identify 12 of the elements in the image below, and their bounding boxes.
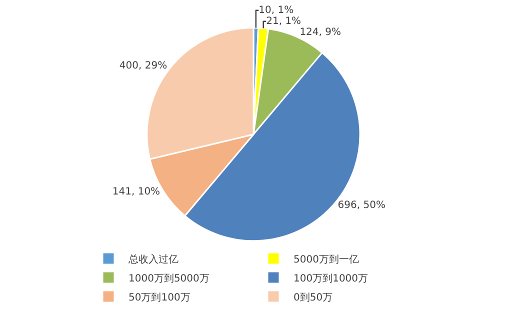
legend-label: 1000万到5000万 [128,273,210,284]
data-label: 21, 1% [266,16,302,27]
legend-label: 100万到1000万 [294,273,368,284]
data-label: 696, 50% [338,200,386,211]
legend-label: 总收入过亿 [128,253,178,266]
data-label: 10, 1% [258,4,294,16]
data-label: 141, 10% [112,186,160,198]
legend-label: 5000万到一亿 [294,254,359,266]
data-label: 400, 29% [119,60,168,72]
data-label: 124, 9% [300,26,341,38]
legend-label: 0到50万 [294,292,333,304]
legend-label: 50万到100万 [128,292,190,304]
